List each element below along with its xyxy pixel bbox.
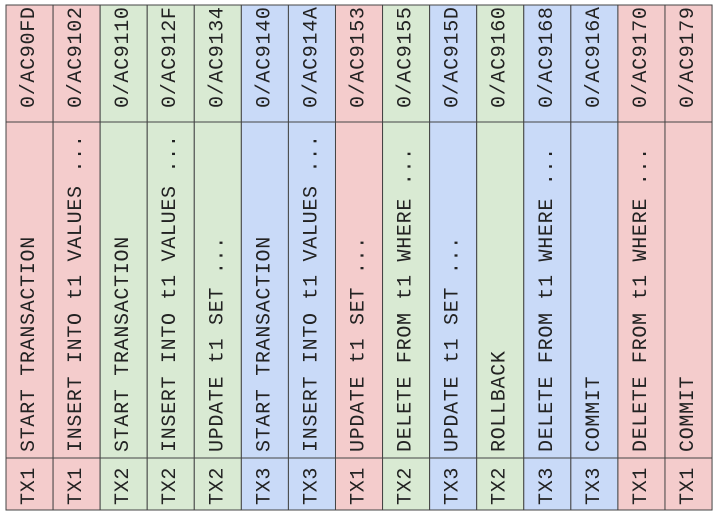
statement: DELETE FROM t1 WHERE ... (630, 147, 653, 452)
statement: INSERT INTO t1 VALUES ... (65, 134, 88, 452)
statement: UPDATE t1 SET ... (206, 236, 229, 452)
tx-label: TX3 (536, 467, 559, 505)
lsn: 0/AC9153 (348, 6, 371, 108)
lsn: 0/AC9170 (630, 6, 653, 108)
column (617, 4, 666, 511)
statement: START TRANSACTION (253, 236, 276, 452)
column (52, 4, 101, 511)
column (99, 4, 148, 511)
column (5, 4, 54, 511)
tx-label: TX2 (159, 467, 182, 505)
lsn: 0/AC9155 (395, 6, 418, 108)
column (240, 4, 289, 511)
statement: UPDATE t1 SET ... (442, 236, 465, 452)
lsn: 0/AC90FD (18, 6, 41, 108)
column (382, 4, 431, 511)
column (523, 4, 572, 511)
column (193, 4, 242, 511)
lsn: 0/AC916A (583, 6, 606, 108)
column (570, 4, 619, 511)
statement: UPDATE t1 SET ... (348, 236, 371, 452)
tx-label: TX2 (395, 467, 418, 505)
tx-label: TX3 (253, 467, 276, 505)
statement: START TRANSACTION (18, 236, 41, 452)
statement: INSERT INTO t1 VALUES ... (159, 134, 182, 452)
statement: DELETE FROM t1 WHERE ... (536, 147, 559, 452)
tx-label: TX2 (489, 467, 512, 505)
statement: COMMIT (583, 376, 606, 452)
lsn: 0/AC9179 (677, 6, 700, 108)
statement: ROLLBACK (489, 350, 512, 452)
statement: INSERT INTO t1 VALUES ... (300, 134, 323, 452)
lsn: 0/AC9102 (65, 6, 88, 108)
tx-label: TX2 (112, 467, 135, 505)
column (429, 4, 478, 511)
lsn: 0/AC915D (442, 6, 465, 108)
tx-label: TX2 (206, 467, 229, 505)
tx-label: TX3 (442, 467, 465, 505)
tx-label: TX1 (65, 467, 88, 505)
lsn: 0/AC9110 (112, 6, 135, 108)
tx-label: TX1 (630, 467, 653, 505)
statement: COMMIT (677, 376, 700, 452)
lsn: 0/AC9160 (489, 6, 512, 108)
tx-label: TX1 (348, 467, 371, 505)
tx-label: TX1 (677, 467, 700, 505)
lsn: 0/AC9134 (206, 6, 229, 108)
tx-label: TX3 (300, 467, 323, 505)
column (287, 4, 336, 511)
column (334, 4, 384, 511)
column (146, 4, 195, 511)
lsn: 0/AC9168 (536, 6, 559, 108)
lsn: 0/AC9140 (253, 6, 276, 108)
statement: DELETE FROM t1 WHERE ... (395, 147, 418, 452)
column (664, 4, 713, 511)
statement: START TRANSACTION (112, 236, 135, 452)
tx-label: TX1 (18, 467, 41, 505)
lsn: 0/AC912F (159, 6, 182, 108)
tx-label: TX3 (583, 467, 606, 505)
lsn: 0/AC914A (300, 6, 323, 108)
